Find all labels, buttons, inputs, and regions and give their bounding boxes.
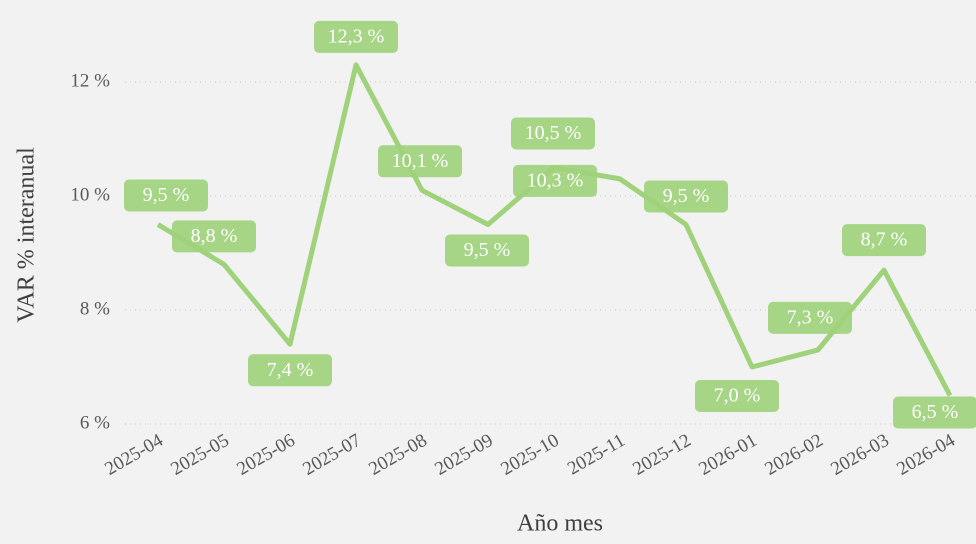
data-label-box [644, 180, 728, 213]
data-label: 10,5 % [511, 117, 595, 150]
data-label-box [695, 380, 779, 412]
data-label-text: 6,5 % [912, 401, 959, 423]
data-label: 6,5 % [893, 396, 976, 429]
data-label-box [893, 396, 976, 429]
data-label-text: 7,4 % [267, 359, 314, 381]
data-label: 7,4 % [248, 354, 332, 387]
data-label-box [768, 301, 852, 334]
data-label-text: 12,3 % [328, 25, 385, 47]
y-tick-label: 12 % [70, 70, 110, 91]
data-label-box [511, 117, 595, 150]
data-label-text: 9,5 % [663, 185, 710, 207]
data-label-text: 8,7 % [861, 229, 908, 251]
data-label-box [513, 164, 597, 197]
data-label-box [172, 220, 256, 253]
y-tick-label: 6 % [80, 412, 110, 433]
data-label: 9,5 % [644, 180, 728, 213]
y-tick-label: 8 % [80, 298, 110, 319]
data-label-text: 8,8 % [191, 225, 238, 247]
data-label: 10,3 % [513, 164, 597, 197]
x-axis-title: Año mes [517, 511, 603, 537]
data-label-box [314, 20, 398, 53]
data-label-box [124, 179, 208, 212]
data-label-box [445, 234, 529, 267]
data-label-text: 7,3 % [787, 306, 834, 328]
data-label-text: 10,3 % [527, 169, 584, 191]
data-label: 9,5 % [124, 179, 208, 212]
y-tick-label: 10 % [70, 184, 110, 205]
data-label: 7,0 % [695, 380, 779, 412]
data-label: 8,8 % [172, 220, 256, 253]
data-label: 8,7 % [842, 224, 926, 257]
data-label: 10,1 % [378, 145, 462, 178]
data-label: 7,3 % [768, 301, 852, 334]
data-label: 12,3 % [314, 20, 398, 53]
data-label-box [378, 145, 462, 178]
data-label: 9,5 % [445, 234, 529, 267]
y-axis-title: VAR % interanual [14, 147, 40, 323]
data-label-box [248, 354, 332, 387]
data-label-text: 7,0 % [714, 385, 761, 407]
data-label-box [842, 224, 926, 257]
data-label-text: 10,1 % [392, 150, 449, 172]
data-label-text: 9,5 % [143, 184, 190, 206]
data-label-text: 9,5 % [464, 239, 511, 261]
data-label-text: 10,5 % [525, 122, 582, 144]
